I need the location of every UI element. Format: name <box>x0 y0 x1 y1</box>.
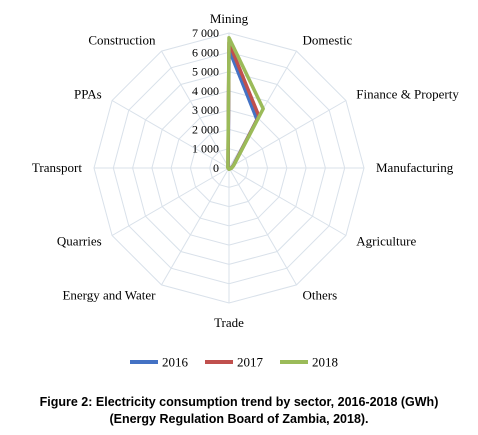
legend-label-2018: 2018 <box>312 355 338 370</box>
grid-spoke <box>228 100 347 169</box>
caption-line-1: Figure 2: Electricity consumption trend … <box>39 395 439 409</box>
tick-label: 7 000 <box>192 26 219 40</box>
tick-label: 1 000 <box>192 142 219 156</box>
axis-label-finance-property: Finance & Property <box>356 87 459 102</box>
axis-labels: Mining Domestic Finance & Property Manufact… <box>32 11 459 330</box>
series <box>225 36 265 171</box>
axis-label-quarries: Quarries <box>57 234 102 249</box>
legend-label-2017: 2017 <box>237 355 264 370</box>
axis-label-manufacturing: Manufacturing <box>376 160 454 175</box>
axis-label-mining: Mining <box>210 11 249 26</box>
axis-label-others: Others <box>303 287 338 302</box>
legend: 2016 2017 2018 <box>130 355 338 370</box>
tick-label: 2 000 <box>192 122 219 136</box>
radar-chart: 0 1 000 2 000 3 000 4 000 5 000 6 000 7 000 Min… <box>32 11 459 370</box>
tick-label: 0 <box>213 161 219 175</box>
tick-label: 3 000 <box>192 103 219 117</box>
grid-spoke <box>111 100 230 169</box>
tick-labels: 0 1 000 2 000 3 000 4 000 5 000 6 000 7 000 <box>192 26 219 175</box>
grid-spoke <box>228 167 347 236</box>
axis-label-trade: Trade <box>214 315 244 330</box>
axis-label-domestic: Domestic <box>303 33 353 48</box>
grid-spoke <box>161 167 230 286</box>
legend-label-2016: 2016 <box>162 355 189 370</box>
grid-spoke <box>111 167 230 236</box>
tick-label: 5 000 <box>192 65 219 79</box>
grid <box>93 32 365 304</box>
axis-label-energy-and-water: Energy and Water <box>62 287 156 302</box>
axis-label-transport: Transport <box>32 160 82 175</box>
axis-label-construction: Construction <box>88 33 156 48</box>
axis-label-ppas: PPAs <box>74 87 102 102</box>
tick-label: 6 000 <box>192 45 219 59</box>
series-2018 <box>225 36 265 171</box>
axis-label-agriculture: Agriculture <box>356 234 416 249</box>
figure-caption: Figure 2: Electricity consumption trend … <box>0 394 478 428</box>
grid-spoke <box>228 167 297 286</box>
grid-spoke <box>161 50 230 169</box>
caption-line-2: (Energy Regulation Board of Zambia, 2018… <box>109 412 369 426</box>
tick-label: 4 000 <box>192 84 219 98</box>
